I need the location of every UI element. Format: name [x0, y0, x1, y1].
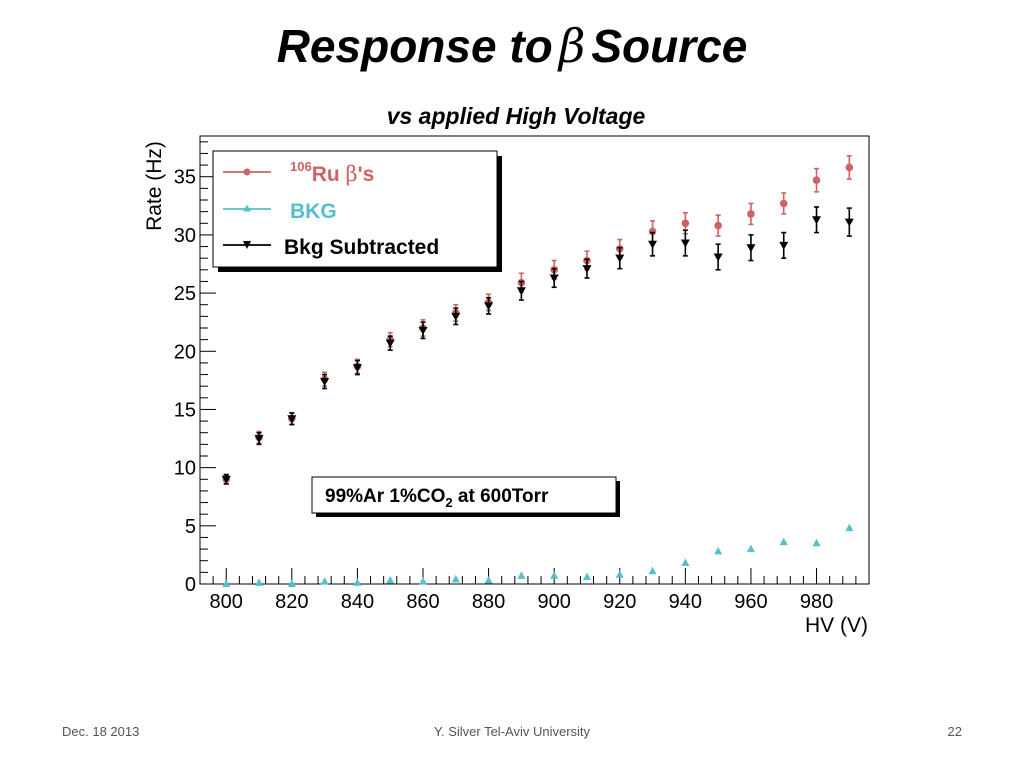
legend-bkg-marker	[243, 204, 251, 212]
bkg-subtracted-point	[844, 218, 854, 227]
y-tick-label: 35	[174, 167, 196, 189]
bkg-point	[451, 574, 460, 583]
bkg-subtracted-point	[320, 378, 330, 387]
legend-ru-main: Ru	[312, 163, 346, 186]
legend-sub-label: Bkg Subtracted	[284, 236, 439, 259]
annotation-text: 99%Ar 1%CO2 at 600Torr	[325, 486, 549, 510]
bkg-subtracted-point	[746, 244, 756, 253]
bkg-subtracted-point	[352, 364, 362, 373]
footer-date: Dec. 18 2013	[62, 724, 140, 739]
ru106-point	[714, 221, 722, 230]
bkg-subtracted-point	[418, 326, 428, 335]
bkg-subtracted-point	[385, 339, 395, 348]
bkg-point	[615, 570, 624, 578]
bkg-subtracted-point	[287, 415, 297, 424]
bkg-point	[550, 571, 559, 579]
slide-title: Response to β Source	[0, 18, 1024, 74]
legend-ru-beta: β	[346, 162, 358, 186]
page-number: 22	[947, 724, 962, 739]
y-axis-label: Rate (Hz)	[143, 141, 166, 231]
bkg-point	[779, 537, 788, 546]
bkg-point	[419, 577, 427, 585]
ru106-point	[747, 210, 755, 218]
legend-ru-label: 106Ru β's	[290, 159, 374, 186]
annotation-main: 99%Ar 1%CO	[325, 486, 445, 507]
bkg-subtracted-point	[615, 254, 625, 263]
bkg-subtracted-point	[582, 265, 592, 274]
bkg-subtracted-point	[549, 274, 559, 283]
y-axis: 0 5 10 15 20 25 30 35	[174, 141, 216, 596]
bkg-point	[484, 576, 493, 584]
legend-box	[212, 150, 498, 268]
bkg-subtracted-point	[516, 287, 526, 296]
bkg-subtracted-point	[451, 312, 461, 321]
bkg-point	[386, 576, 395, 584]
annotation-subscript: 2	[445, 495, 452, 510]
bkg-subtracted-point	[484, 302, 494, 311]
bkg-point	[648, 566, 657, 575]
x-tick-label: 940	[669, 591, 702, 613]
legend-ru-superscript: 106	[290, 159, 312, 174]
y-tick-label: 10	[174, 458, 196, 480]
bkg-point	[582, 572, 591, 581]
bkg-subtracted-point	[680, 239, 690, 248]
bkg-subtracted-point	[812, 216, 822, 225]
series-bkg	[222, 523, 854, 587]
x-tick-label: 960	[734, 591, 767, 613]
y-tick-label: 0	[185, 574, 196, 596]
bkg-point	[681, 558, 690, 567]
bkg-point	[517, 571, 526, 579]
x-tick-label: 800	[210, 591, 243, 613]
bkg-point	[222, 579, 231, 587]
y-tick-label: 25	[174, 283, 196, 305]
title-beta-symbol: β	[558, 19, 586, 73]
y-tick-label: 20	[174, 341, 196, 363]
ru106-point	[845, 163, 854, 172]
x-tick-label: 920	[603, 591, 636, 613]
bkg-point	[714, 546, 723, 555]
title-prefix: Response to	[276, 20, 553, 72]
series-bkg-subtracted	[221, 206, 854, 485]
y-tick-label: 15	[174, 399, 196, 421]
x-axis-label: HV (V)	[805, 614, 868, 637]
bkg-point	[746, 544, 755, 553]
bkg-subtracted-point	[779, 241, 789, 250]
plot-frame	[199, 135, 870, 585]
legend-ru-marker	[243, 168, 251, 176]
bkg-subtracted-point	[648, 240, 658, 249]
y-tick-label: 30	[174, 225, 196, 247]
bkg-point	[353, 578, 362, 586]
bkg-subtracted-point	[713, 253, 723, 262]
legend-sub-marker	[243, 241, 251, 249]
x-tick-label: 840	[341, 591, 374, 613]
ru106-point	[779, 199, 788, 208]
x-tick-label: 900	[537, 591, 570, 613]
bkg-point	[812, 538, 821, 547]
y-tick-label: 5	[185, 516, 196, 538]
bkg-point	[287, 579, 296, 587]
legend-ru-tail: 's	[358, 163, 375, 186]
legend-bkg-label: BKG	[290, 200, 337, 223]
ru106-point	[681, 219, 690, 228]
x-axis: 800 820 840 860 880 900 920 940 960 980	[199, 568, 870, 613]
bkg-point	[320, 577, 329, 585]
x-tick-label: 980	[800, 591, 833, 613]
x-tick-label: 860	[406, 591, 439, 613]
title-suffix: Source	[591, 20, 748, 72]
bkg-point	[255, 578, 264, 586]
legend: 106Ru β's BKG Bkg Subtracted	[212, 150, 502, 272]
chart-subtitle: vs applied High Voltage	[387, 103, 646, 129]
ru106-point	[812, 176, 821, 185]
bkg-subtracted-point	[221, 475, 231, 484]
bkg-subtracted-point	[254, 435, 264, 444]
x-tick-label: 880	[472, 591, 505, 613]
annotation-box	[311, 476, 617, 514]
footer-author: Y. Silver Tel-Aviv University	[433, 724, 591, 739]
annotation-suffix: at 600Torr	[453, 486, 549, 507]
gas-annotation: 99%Ar 1%CO2 at 600Torr	[311, 476, 620, 517]
bkg-point	[845, 523, 854, 532]
x-tick-label: 820	[275, 591, 308, 613]
